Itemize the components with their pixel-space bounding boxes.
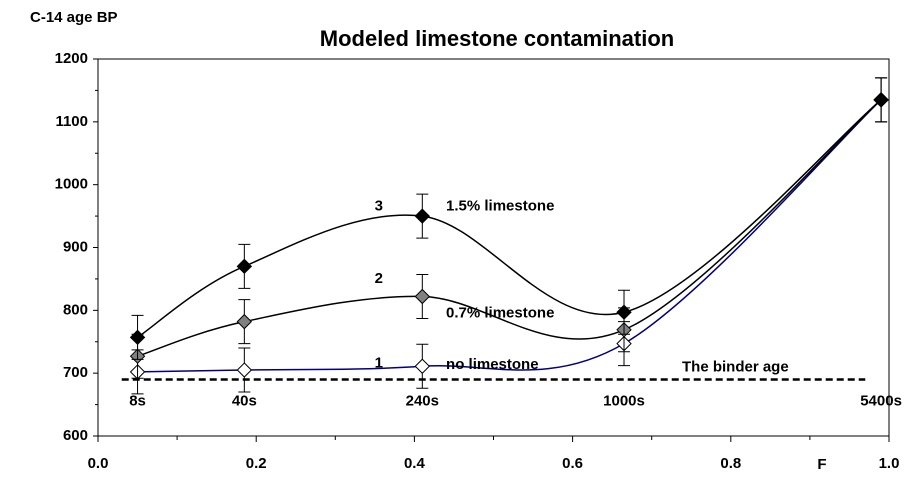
marker [129,329,146,346]
x-axis-label: F [817,456,826,473]
series-label: 0.7% limestone [446,304,554,321]
marker [236,313,253,330]
x-tick-label: 0.2 [246,455,267,472]
marker [616,304,632,320]
y-tick-label: 1000 [55,176,88,193]
series-line [137,99,882,338]
chart-title: Modeled limestone contamination [320,26,674,51]
marker [414,208,431,224]
series-number: 3 [375,198,383,215]
marker [236,362,253,378]
marker [236,258,253,275]
y-tick-label: 800 [63,301,88,318]
marker [414,358,431,374]
y-tick-label: 1200 [55,50,88,67]
binder-age-label: The binder age [682,358,789,375]
series-label: no limestone [446,356,539,373]
marker [414,288,431,305]
y-tick-label: 900 [63,238,88,255]
y-tick-label: 700 [63,364,88,381]
x-tick-label: 0.0 [88,455,109,472]
x-tick-label: 0.6 [562,455,583,472]
y-axis-label: C-14 age BP [30,9,118,26]
time-label: 8s [129,392,146,409]
y-tick-label: 600 [63,427,88,444]
time-label: 5400s [860,392,902,409]
x-tick-label: 1.0 [879,455,900,472]
time-label: 240s [406,392,439,409]
x-tick-label: 0.4 [404,455,426,472]
marker [873,92,889,108]
time-label: 1000s [603,392,645,409]
series-number: 2 [375,270,383,287]
series-label: 1.5% limestone [446,198,554,215]
y-tick-label: 1100 [55,113,88,130]
series-number: 1 [375,355,383,372]
series-line [137,99,882,357]
time-label: 40s [232,392,257,409]
series-line [137,99,882,373]
x-tick-label: 0.8 [720,455,741,472]
